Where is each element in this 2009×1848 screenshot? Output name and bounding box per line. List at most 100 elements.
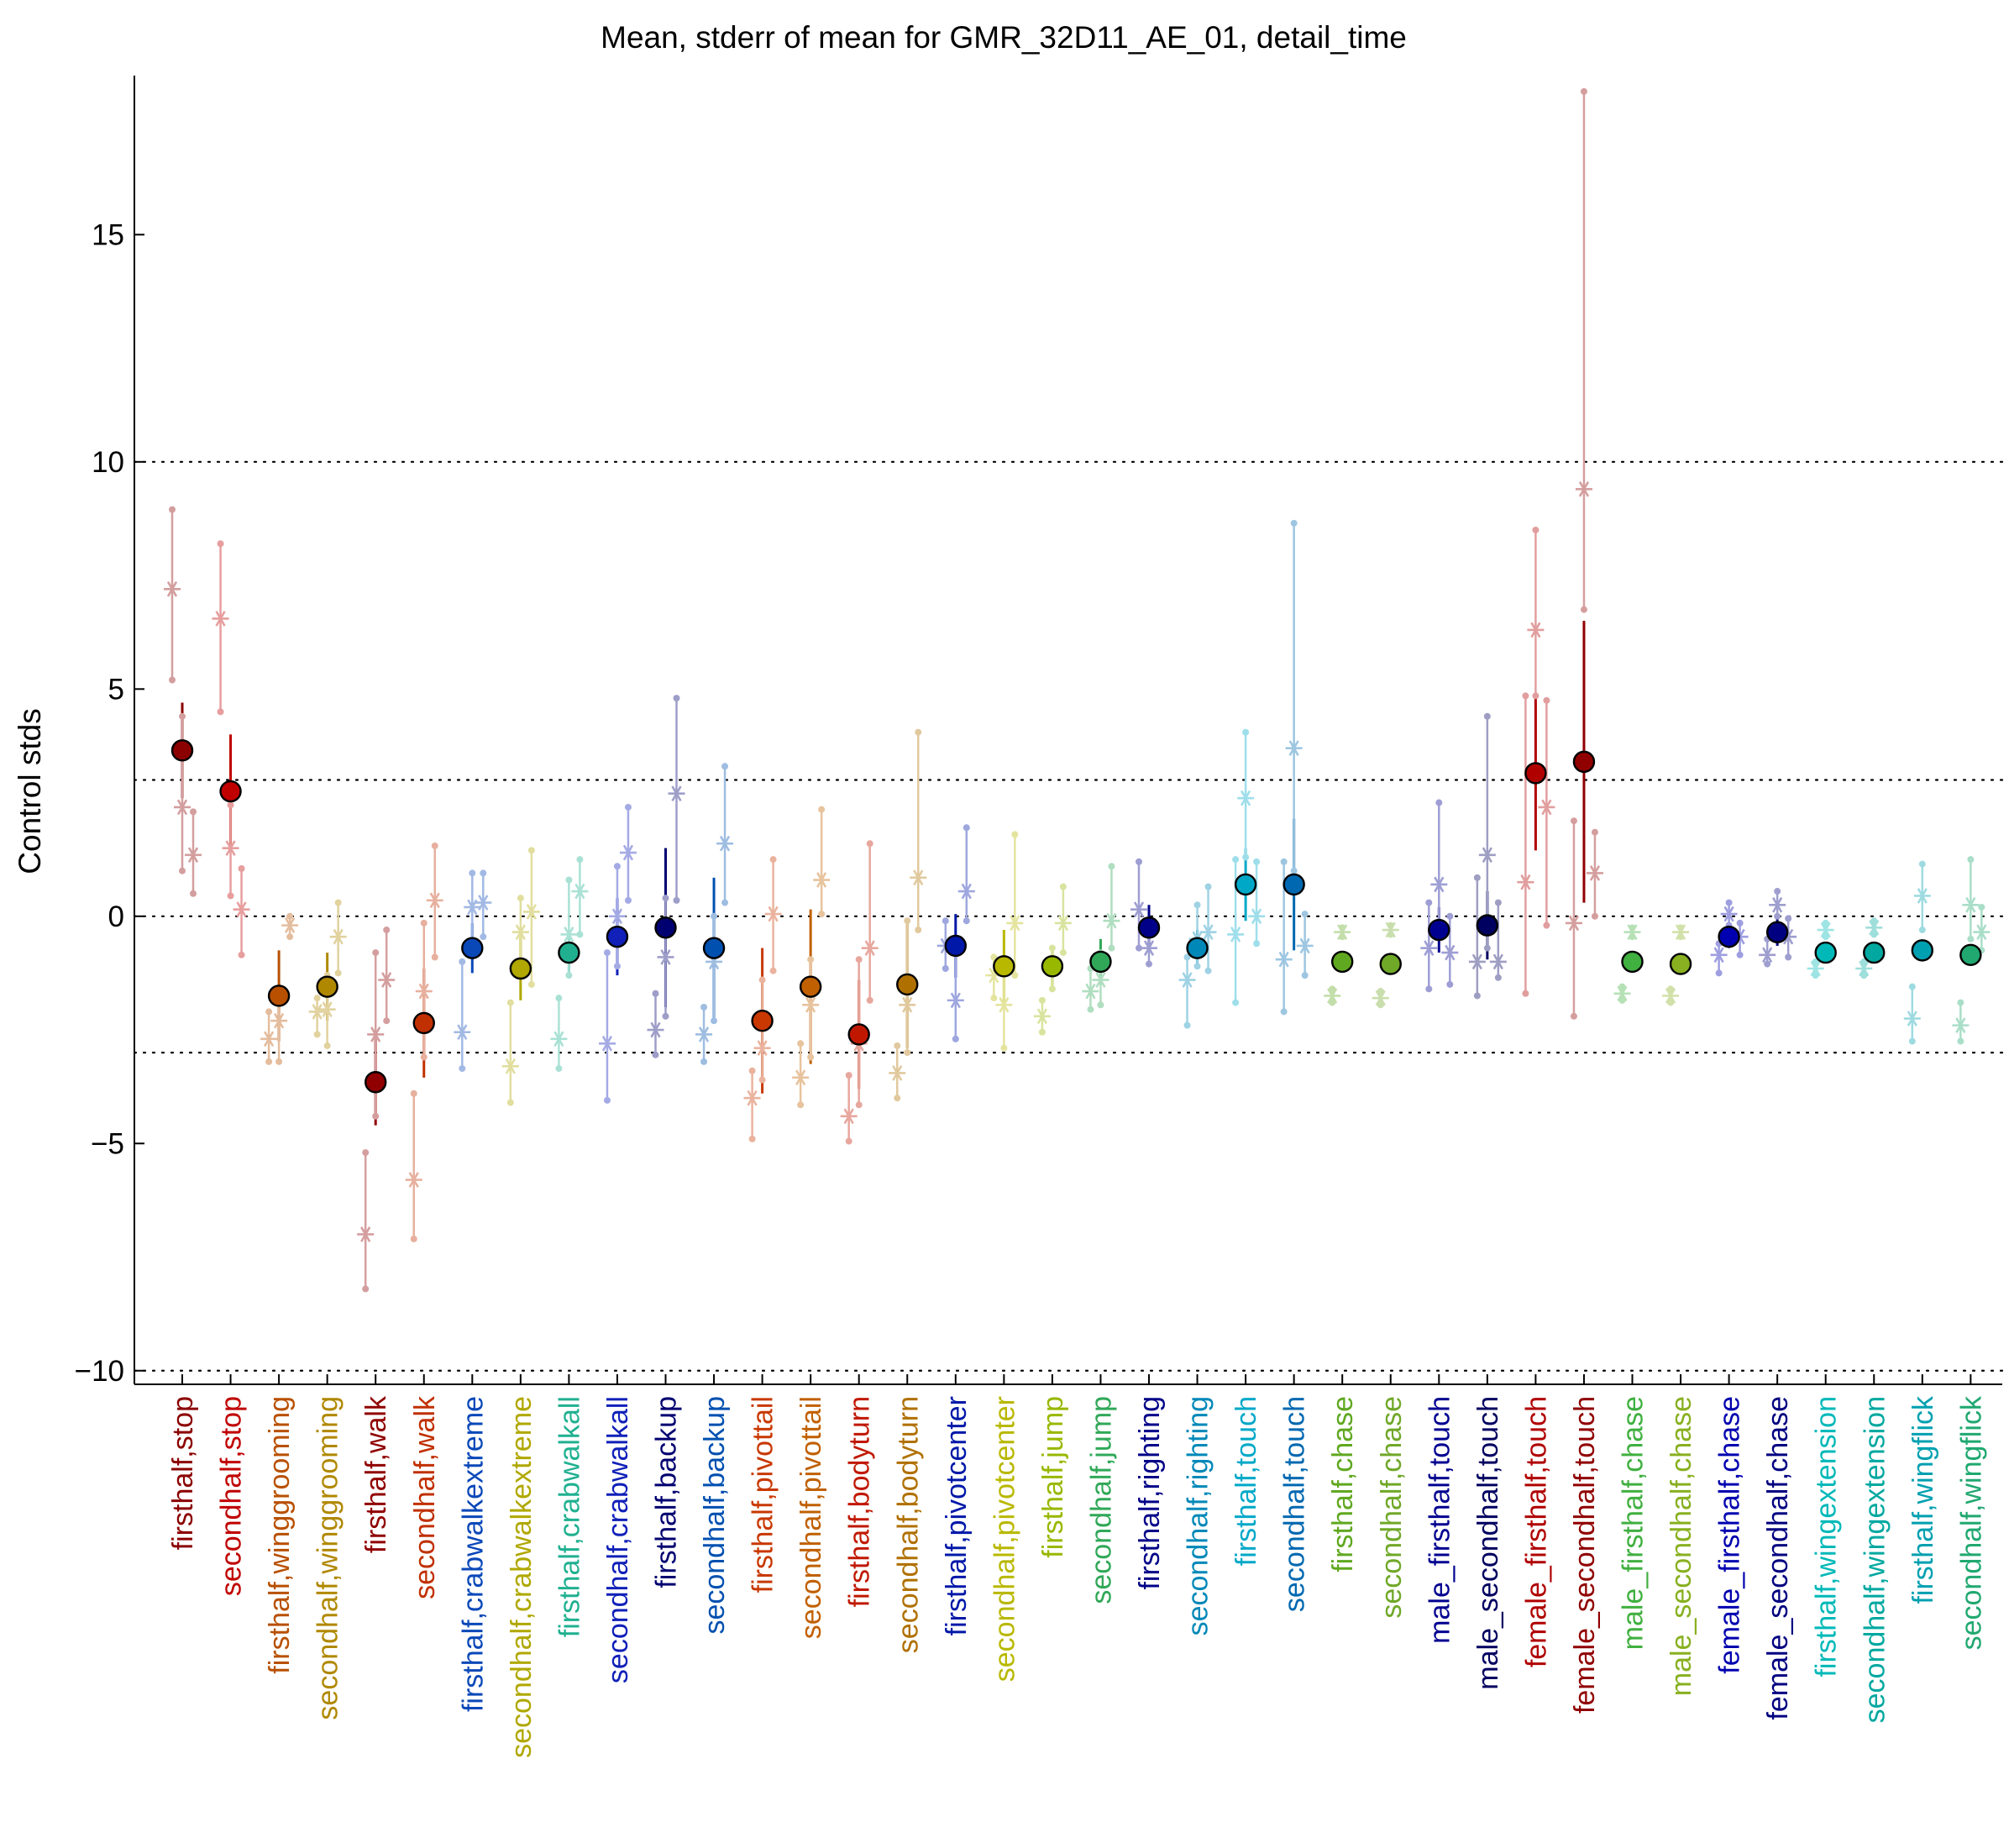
asterisk-stroke <box>1810 960 1821 977</box>
individual-mean-marker <box>1903 1011 1921 1026</box>
mean-marker <box>1137 916 1161 939</box>
individual-error-cap <box>323 1042 331 1049</box>
individual-mean-marker <box>550 1031 568 1047</box>
asterisk-stroke <box>505 1058 516 1074</box>
individual-error-cap <box>855 956 863 963</box>
asterisk-stroke <box>1976 924 1987 941</box>
asterisk-stroke <box>671 785 682 802</box>
individual-error-cap <box>1591 912 1598 920</box>
individual-mean-marker <box>1623 924 1641 941</box>
individual-mean-marker <box>367 1026 385 1042</box>
individual-error-cap <box>1483 712 1491 720</box>
individual-error-cap <box>190 890 197 897</box>
asterisk-stroke <box>1278 951 1289 968</box>
individual-error-cap <box>1494 974 1502 981</box>
asterisk-stroke <box>236 901 247 917</box>
individual-mean-marker <box>1178 972 1196 988</box>
x-tick-label: firsthalf,winggrooming <box>264 1396 296 1674</box>
asterisk-stroke <box>1327 988 1338 1004</box>
individual-error-cap <box>1785 953 1792 961</box>
x-tick-label: firsthalf,crabwalkextreme <box>457 1396 489 1712</box>
y-tick-label: 0 <box>108 900 124 933</box>
individual-mean-marker <box>1199 924 1217 941</box>
individual-error-cap <box>769 856 777 864</box>
asterisk-stroke <box>1627 924 1638 941</box>
individual-experiment <box>957 824 975 925</box>
mean-marker <box>1572 750 1596 774</box>
individual-error-cap <box>179 712 186 720</box>
individual-experiment <box>550 995 568 1073</box>
mean-marker <box>799 975 822 998</box>
mean-marker <box>267 984 291 1007</box>
individual-error-cap <box>1059 949 1067 957</box>
individual-experiment <box>1478 712 1496 952</box>
individual-error-cap <box>942 917 949 925</box>
individual-experiment <box>889 1042 906 1102</box>
individual-experiment <box>405 1089 422 1242</box>
individual-error-cap <box>1570 1012 1577 1020</box>
asterisk-stroke <box>418 983 429 1000</box>
individual-error-cap <box>1715 969 1723 977</box>
individual-mean-marker <box>426 892 443 909</box>
mean-marker <box>1476 914 1499 937</box>
mean-marker <box>1330 950 1354 974</box>
individual-mean-marker <box>1227 927 1245 942</box>
individual-error-cap <box>1667 985 1675 993</box>
individual-error-cap <box>1483 944 1491 952</box>
individual-experiment <box>1237 728 1255 861</box>
individual-error-cap <box>313 995 321 1002</box>
individual-mean-marker <box>813 872 831 888</box>
individual-error-cap <box>1543 921 1550 929</box>
individual-mean-marker <box>1575 480 1592 497</box>
individual-experiment <box>1759 935 1776 968</box>
individual-error-cap <box>1667 999 1675 1006</box>
individual-error-cap <box>769 967 777 974</box>
individual-error-cap <box>265 1008 273 1016</box>
individual-experiment <box>1248 858 1266 948</box>
individual-error-cap <box>1591 828 1598 836</box>
individual-experiment <box>840 1072 858 1145</box>
individual-experiment <box>1199 883 1217 974</box>
x-tick-label: secondhalf,touch <box>1279 1396 1311 1612</box>
mean-marker <box>558 941 580 964</box>
mean-marker <box>1379 953 1402 975</box>
asterisk-stroke <box>408 1172 419 1188</box>
individual-error-cap <box>1011 972 1019 979</box>
individual-error-cap <box>845 1137 852 1145</box>
individual-mean-marker <box>1538 799 1555 816</box>
y-axis-label: Control stds <box>13 708 47 874</box>
individual-mean-marker <box>1962 896 1980 913</box>
individual-mean-marker <box>1565 915 1582 932</box>
individual-experiment <box>1769 888 1786 920</box>
individual-error-cap <box>238 951 245 958</box>
individual-error-cap <box>1580 606 1587 613</box>
asterisk-stroke <box>1762 947 1773 963</box>
asterisk-stroke <box>1907 1011 1917 1026</box>
x-tick-label: secondhalf,crabwalkextreme <box>506 1396 538 1758</box>
asterisk-stroke <box>747 1089 758 1106</box>
individual-error-cap <box>1253 940 1261 948</box>
individual-error-cap <box>1204 883 1212 890</box>
individual-error-cap <box>748 1135 756 1142</box>
individual-error-cap <box>963 824 970 832</box>
mean-marker <box>847 1023 870 1046</box>
individual-error-cap <box>894 1095 901 1102</box>
individual-error-cap <box>1329 985 1336 993</box>
individual-error-cap <box>1860 972 1868 979</box>
asterisk-stroke <box>1375 990 1386 1006</box>
individual-experiment <box>501 999 519 1106</box>
individual-error-cap <box>603 1096 611 1104</box>
asterisk-stroke <box>166 580 178 597</box>
asterisk-stroke <box>1230 927 1241 942</box>
individual-experiment <box>1334 924 1351 941</box>
individual-experiment <box>426 842 443 961</box>
individual-error-cap <box>1280 1008 1288 1016</box>
individual-mean-marker <box>260 1031 278 1047</box>
individual-error-cap <box>410 1235 417 1242</box>
individual-experiment <box>1324 985 1341 1006</box>
asterisk-stroke <box>429 892 440 909</box>
individual-experiment <box>861 840 879 1004</box>
x-tick-label: secondhalf,winggrooming <box>312 1396 344 1720</box>
individual-mean-marker <box>1769 896 1786 913</box>
individual-error-cap <box>758 976 766 984</box>
